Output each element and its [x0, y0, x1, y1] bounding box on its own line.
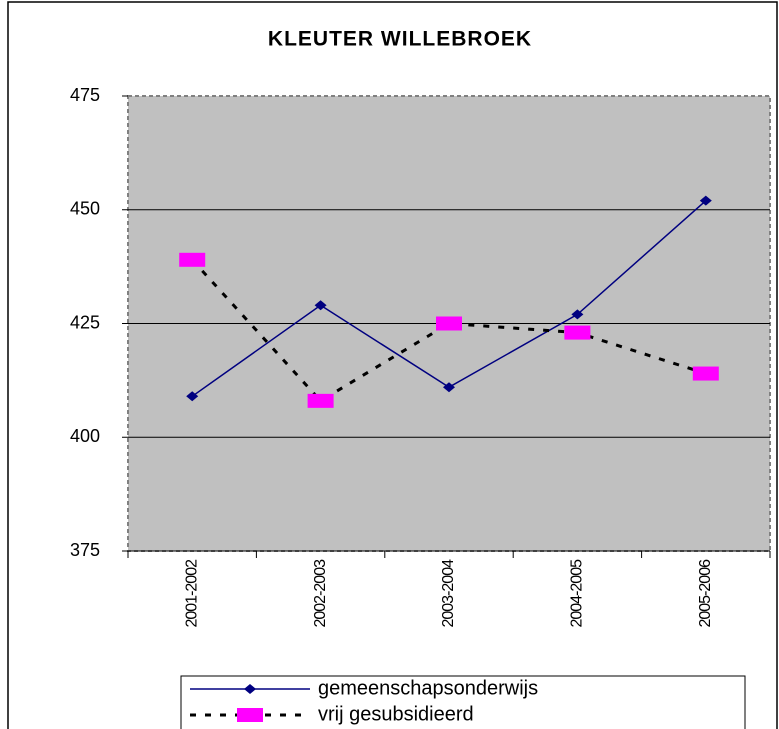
point-marker	[443, 382, 455, 393]
point-marker	[307, 393, 334, 408]
x-tick-label: 2005-2006	[697, 559, 714, 628]
x-tick-label: 2002-2003	[312, 559, 329, 628]
series-line	[191, 258, 707, 403]
y-tick-label: 400	[70, 426, 100, 446]
y-tick-label: 425	[70, 312, 100, 332]
point-marker	[237, 708, 263, 722]
point-marker	[564, 325, 591, 340]
y-tick-label: 475	[70, 85, 100, 105]
y-tick-label: 450	[70, 199, 100, 219]
series	[186, 195, 712, 402]
y-tick-label: 375	[70, 540, 100, 560]
point-marker	[186, 391, 199, 402]
point-marker	[314, 300, 327, 311]
point-marker	[699, 195, 712, 206]
point-marker	[436, 316, 462, 331]
legend-label: vrij gesubsidieerd	[318, 703, 474, 725]
chart-title: KLEUTER WILLEBROEK	[268, 28, 532, 51]
chart-frame	[7, 1, 778, 729]
point-marker	[244, 684, 256, 694]
x-tick-label: 2004-2005	[569, 559, 586, 628]
x-tick-label: 2003-2004	[440, 559, 457, 628]
point-marker	[692, 366, 719, 381]
legend-box	[180, 675, 746, 729]
x-tick-label: 2001-2002	[183, 559, 200, 628]
legend-label: gemeenschapsonderwijs	[318, 677, 538, 699]
point-marker	[571, 309, 584, 320]
series	[179, 252, 719, 408]
point-marker	[179, 252, 206, 267]
